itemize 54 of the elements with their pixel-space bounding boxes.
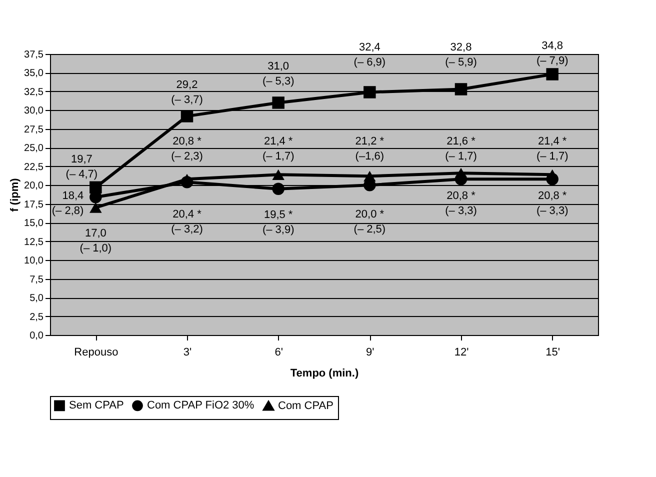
y-tick-label: 30,0 xyxy=(24,106,44,117)
legend-label: Sem CPAP xyxy=(69,400,124,412)
data-label: 21,2 * (–1,6) xyxy=(355,136,385,163)
y-tick-label: 35,0 xyxy=(24,68,44,80)
y-tick-label: 17,5 xyxy=(24,199,44,210)
x-tick-label: 6' xyxy=(274,346,283,358)
text: 17,0 (– 1,0) xyxy=(80,228,112,255)
y-tick-label: 15,0 xyxy=(24,218,44,230)
point xyxy=(272,169,284,180)
y-tick-label: 0,0 xyxy=(30,330,44,342)
x-axis-title: Tempo (min.) xyxy=(290,368,359,380)
y-tick-label: 7,5 xyxy=(30,274,44,286)
text: 21,4 * (– 1,7) xyxy=(536,136,568,163)
y-tick-label: 5,0 xyxy=(30,293,44,304)
y-tick-label: 10,0 xyxy=(24,256,44,267)
point xyxy=(272,182,284,195)
data-label: 32,8 (– 5,9) xyxy=(445,42,477,69)
y-tick-label: 12,5 xyxy=(24,236,44,248)
data-label: 20,8 * (– 2,3) xyxy=(171,136,203,163)
x-tick-label: Repouso xyxy=(74,346,118,358)
text: 20,8 * (– 3,3) xyxy=(536,190,568,218)
y-tick-label: 37,5 xyxy=(24,50,44,60)
point xyxy=(364,86,376,98)
legend-label: Com CPAP xyxy=(278,400,334,412)
text: 19,5 * (– 3,9) xyxy=(262,208,294,236)
data-label: 21,6 * (– 1,7) xyxy=(445,136,477,163)
data-label: 19,7 (– 4,7) xyxy=(66,153,98,180)
data-label: 18,4 (– 2,8) xyxy=(52,190,84,218)
data-label: 31,0 (– 5,3) xyxy=(262,60,294,88)
point xyxy=(364,170,376,182)
data-label: 20,4 * (– 3,2) xyxy=(171,208,203,236)
x-tick-label: 9' xyxy=(366,346,374,358)
data-label: 34,8 (– 7,9) xyxy=(536,40,568,68)
y-tick-label: 20,0 xyxy=(24,180,44,192)
point xyxy=(454,83,468,96)
y-tick-label: 32,5 xyxy=(24,86,44,98)
data-label: 20,0 * (– 2,5) xyxy=(354,208,386,236)
legend-label: Com CPAP FiO2 30% xyxy=(147,400,254,412)
y-tick-label: 25,0 xyxy=(24,143,44,154)
y-axis-title: f (ipm) xyxy=(9,178,22,212)
y-tick-label: 27,5 xyxy=(24,124,44,136)
y-tick-label: 2,5 xyxy=(30,312,44,323)
x-tick-label: 3' xyxy=(183,346,192,358)
data-label: 32,4 (– 6,9) xyxy=(354,42,386,69)
point xyxy=(180,110,194,122)
text: 20,8 * (– 3,3) xyxy=(445,190,477,218)
point xyxy=(90,202,102,213)
text: 21,4 * (– 1,7) xyxy=(262,136,294,163)
x-tick-label: 12' xyxy=(454,346,469,358)
y-tick-label: 22,5 xyxy=(24,162,44,173)
x-tick-label: 15' xyxy=(546,346,560,358)
point xyxy=(546,68,558,80)
data-label: 29,2 (– 3,7) xyxy=(171,79,203,106)
point xyxy=(272,96,284,109)
